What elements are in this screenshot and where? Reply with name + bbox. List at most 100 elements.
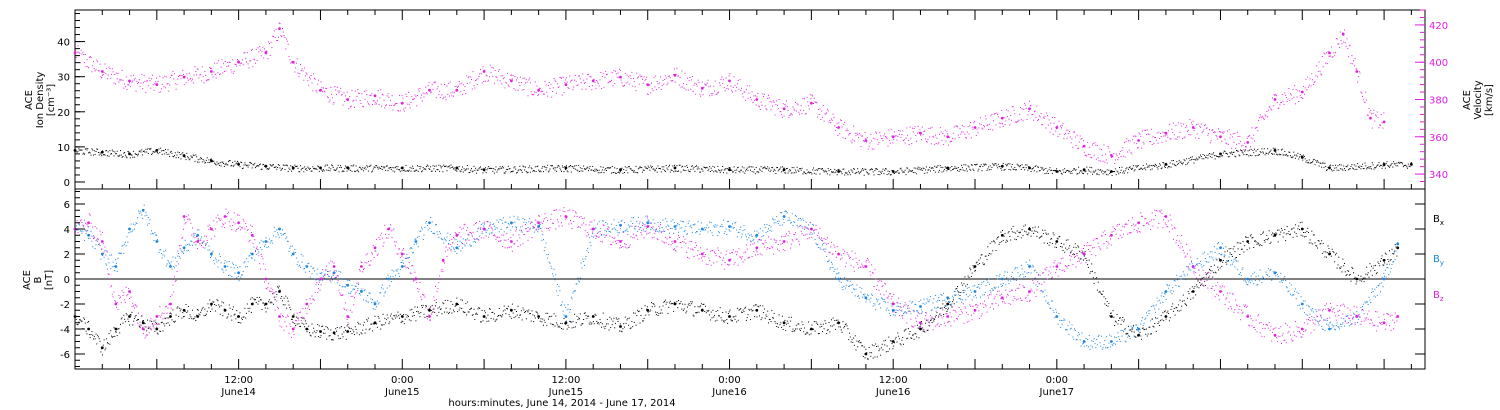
density-sample [489, 167, 490, 169]
velocity-sample [149, 80, 151, 82]
velocity-sample [1105, 159, 1107, 161]
bx-point [1219, 258, 1222, 262]
bx-sample [450, 300, 452, 302]
bx-sample [973, 267, 975, 269]
velocity-sample [606, 73, 608, 75]
density-sample [194, 160, 196, 162]
density-sample [1005, 163, 1007, 165]
velocity-sample [1192, 120, 1194, 122]
density-sample [368, 165, 370, 167]
density-sample [156, 149, 157, 151]
density-sample [641, 167, 643, 169]
bx-sample [1057, 238, 1059, 240]
density-sample [1246, 154, 1248, 155]
bx-sample [960, 292, 962, 293]
density-sample [1290, 155, 1291, 157]
density-sample [1302, 159, 1304, 161]
density-sample [75, 149, 76, 151]
velocity-sample [574, 74, 576, 76]
velocity-sample [79, 62, 81, 64]
density-sample [692, 168, 694, 170]
bx-sample [228, 304, 230, 306]
velocity-sample [743, 91, 745, 93]
density-sample [141, 149, 143, 151]
bx-sample [376, 323, 378, 325]
velocity-sample [890, 128, 892, 130]
density-sample [1023, 166, 1025, 168]
bx-sample [933, 319, 935, 321]
bx-sample [570, 321, 572, 323]
bx-sample [1246, 249, 1248, 251]
density-sample [1256, 154, 1258, 156]
bx-sample [291, 318, 292, 320]
bx-sample [463, 311, 465, 313]
velocity-sample [586, 78, 588, 80]
bx-point [400, 315, 404, 318]
density-sample [1262, 151, 1264, 153]
bx-sample [169, 312, 171, 314]
density-sample [337, 164, 339, 166]
density-sample [1276, 153, 1278, 155]
density-sample [603, 172, 605, 174]
bx-sample [626, 319, 628, 321]
bx-sample [367, 320, 369, 322]
density-sample [795, 169, 796, 171]
bx-point [428, 308, 431, 312]
velocity-sample [930, 143, 932, 145]
velocity-sample [704, 83, 706, 85]
density-sample [129, 157, 131, 159]
bx-sample [377, 316, 379, 317]
density-sample [963, 164, 965, 166]
density-sample [412, 165, 414, 167]
bx-sample [835, 319, 837, 321]
velocity-sample [790, 113, 792, 115]
bx-sample [1087, 266, 1089, 268]
bx-sample [579, 313, 581, 315]
velocity-sample [630, 78, 632, 80]
bx-sample [312, 332, 314, 334]
density-sample [236, 162, 238, 164]
velocity-sample [713, 85, 715, 87]
density-sample [1037, 166, 1039, 168]
density-sample [198, 161, 200, 163]
density-sample [908, 169, 910, 171]
bx-sample [1081, 252, 1083, 254]
velocity-sample [1155, 139, 1157, 141]
density-sample [325, 164, 327, 166]
velocity-sample [1156, 132, 1158, 134]
bx-sample [1267, 237, 1269, 239]
velocity-sample [1202, 131, 1204, 132]
bx-sample [900, 344, 902, 346]
velocity-sample [885, 136, 886, 138]
velocity-sample [957, 134, 959, 136]
velocity-sample [734, 84, 736, 86]
density-sample [1338, 169, 1340, 171]
bx-sample [621, 331, 623, 333]
velocity-sample [172, 71, 174, 73]
bx-sample [1275, 232, 1277, 234]
density-sample [533, 169, 535, 171]
bx-sample [827, 329, 829, 331]
density-sample [640, 166, 642, 168]
velocity-sample [695, 93, 697, 95]
density-sample [347, 166, 349, 168]
bx-sample [961, 284, 963, 286]
bx-sample [138, 319, 139, 320]
density-sample [722, 166, 724, 167]
bx-sample [325, 326, 327, 328]
bx-sample [878, 350, 880, 352]
velocity-sample [1324, 53, 1326, 55]
bx-sample [277, 287, 279, 289]
bx-sample [107, 343, 109, 345]
density-sample [1231, 151, 1233, 153]
density-sample [1319, 162, 1321, 164]
density-sample [381, 169, 383, 170]
velocity-sample [842, 137, 844, 139]
velocity-sample [701, 81, 703, 83]
bx-sample [547, 318, 549, 320]
bx-sample [1024, 230, 1026, 232]
velocity-sample [880, 135, 882, 137]
velocity-point [1082, 144, 1086, 148]
bx-sample [1261, 245, 1263, 246]
bx-sample [849, 336, 851, 338]
